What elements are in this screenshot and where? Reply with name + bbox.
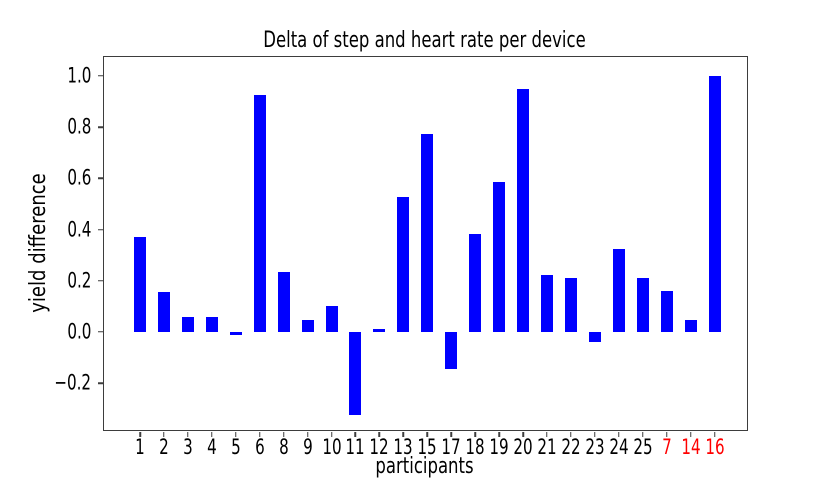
x-tick: [378, 431, 381, 437]
x-tick-label: 18: [465, 435, 485, 459]
y-tick: [97, 75, 103, 77]
bar: [181, 317, 194, 332]
x-tick-label: 17: [441, 435, 461, 459]
y-tick: [97, 228, 103, 231]
bar: [134, 237, 146, 332]
y-tick-label: 0.6: [66, 165, 91, 190]
bar: [660, 290, 673, 332]
bar: [469, 234, 482, 332]
bar: [229, 331, 242, 335]
x-tick: [354, 431, 357, 437]
x-tick: [713, 431, 716, 437]
x-tick-label: 13: [393, 435, 413, 459]
x-tick: [235, 431, 237, 437]
x-tick: [689, 431, 692, 437]
x-tick-label: 12: [369, 435, 389, 459]
x-tick: [139, 431, 141, 437]
x-tick-label: 14: [680, 435, 701, 459]
y-tick: [97, 382, 103, 384]
x-tick: [258, 431, 261, 437]
bar: [157, 292, 170, 332]
y-tick-label: −0.2: [54, 370, 91, 395]
bar: [612, 249, 625, 332]
x-tick: [306, 431, 309, 437]
x-tick-label: 23: [585, 435, 605, 459]
x-tick: [282, 431, 285, 437]
x-tick-label: 15: [417, 435, 437, 459]
bar: [445, 331, 458, 370]
x-tick: [426, 431, 428, 437]
y-tick: [97, 279, 103, 282]
x-tick-label: 21: [537, 435, 557, 459]
bar: [421, 134, 434, 332]
x-tick-label: 6: [254, 435, 265, 459]
x-tick-label: 7: [661, 435, 672, 459]
x-tick-label: 24: [609, 435, 629, 459]
x-tick-label: 16: [704, 435, 725, 459]
bar: [301, 319, 314, 332]
y-tick-label: 0.8: [66, 114, 91, 139]
x-tick: [522, 431, 524, 437]
x-tick-label: 11: [345, 435, 366, 459]
y-axis-label: yield difference: [26, 173, 51, 313]
x-tick: [641, 431, 644, 437]
x-tick-label: 5: [230, 435, 241, 459]
x-tick: [594, 431, 596, 437]
bar: [493, 182, 506, 332]
x-tick-label: 2: [159, 435, 169, 459]
bar: [684, 320, 697, 332]
bar: [325, 305, 338, 332]
x-tick: [498, 431, 500, 437]
x-axis-label: participants: [375, 454, 474, 479]
x-tick: [474, 431, 476, 437]
x-tick: [665, 431, 668, 437]
x-tick-label: 9: [302, 435, 313, 459]
plot-area: 1 2 3 4 5 6 8 9 10 11 12 13 15 17 18 19 20 21 22 23 24 25 7 14 1…: [54, 56, 748, 459]
x-tick: [570, 431, 572, 437]
x-tick-label: 19: [489, 435, 509, 459]
x-tick: [618, 431, 620, 437]
bar: [205, 317, 218, 332]
bar: [349, 331, 362, 416]
y-tick: [97, 177, 103, 180]
bar: [708, 75, 721, 332]
y-tick: [97, 331, 103, 333]
x-tick: [211, 431, 213, 437]
x-tick-label: 4: [206, 435, 217, 459]
bar: [636, 277, 649, 332]
y-tick-label: 0.4: [66, 217, 91, 242]
y-tick: [97, 126, 103, 128]
x-tick: [163, 431, 165, 437]
x-tick-label: 22: [561, 435, 581, 459]
x-tick-label: 25: [633, 435, 653, 459]
bar: [373, 328, 386, 332]
x-tick-label: 1: [135, 435, 145, 459]
bar: [564, 277, 577, 332]
x-tick-label: 20: [513, 435, 533, 459]
x-tick-label: 10: [321, 435, 342, 459]
y-tick-label: 0.0: [66, 319, 91, 344]
bar: [517, 88, 529, 332]
bar: [397, 196, 410, 332]
bar: [253, 95, 266, 332]
x-tick-label: 8: [278, 435, 289, 459]
x-tick-label: 3: [183, 435, 193, 459]
bar: [277, 271, 290, 332]
bar: [540, 275, 553, 332]
y-tick-label: 0.2: [66, 268, 91, 293]
x-tick: [450, 431, 452, 437]
x-tick: [402, 431, 405, 437]
y-tick-label: 1.0: [66, 63, 91, 88]
x-tick: [330, 431, 333, 437]
chart-title: Delta of step and heart rate per device: [263, 28, 586, 53]
x-tick: [546, 431, 548, 437]
x-tick: [187, 431, 189, 437]
bar: [588, 331, 601, 343]
